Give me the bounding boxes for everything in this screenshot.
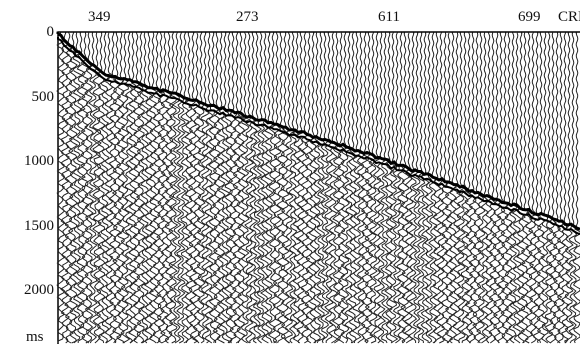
- top-label: CRP: [558, 10, 580, 25]
- left-label: 2000: [24, 283, 54, 298]
- left-label: 0: [47, 25, 55, 40]
- top-label: 611: [378, 10, 400, 25]
- page: 349 273 611 699 CRP 0 500 1000 1500 2000…: [0, 0, 580, 344]
- top-label: 273: [236, 10, 259, 25]
- top-label: 349: [88, 10, 111, 25]
- left-label: 1000: [24, 154, 54, 169]
- seismic-section: [0, 0, 580, 344]
- unit-label: ms: [26, 330, 44, 345]
- top-label: 699: [518, 10, 541, 25]
- left-label: 1500: [24, 219, 54, 234]
- left-label: 500: [32, 90, 55, 105]
